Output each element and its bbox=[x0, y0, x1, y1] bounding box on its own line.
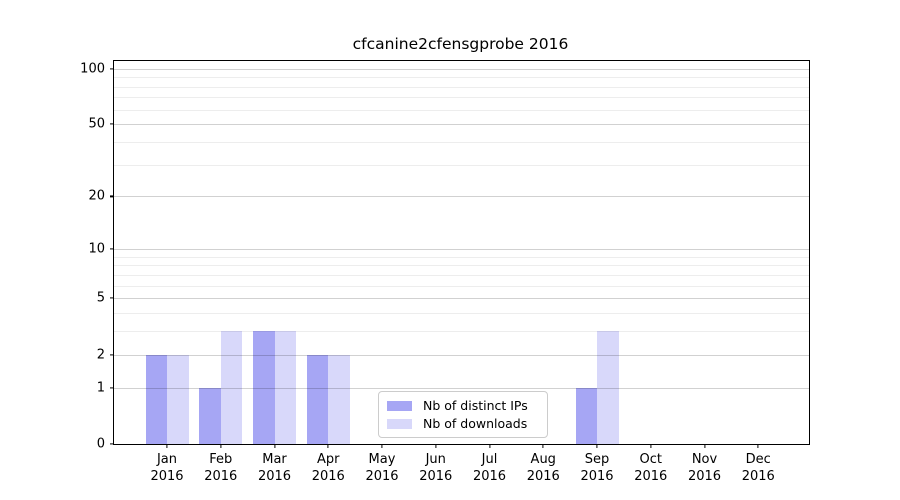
x-tick-label-Feb: Feb 2016 bbox=[204, 452, 238, 484]
bar-distinct-ips-Sep bbox=[575, 387, 597, 444]
x-tick-mark-Jan bbox=[166, 444, 168, 448]
x-tick-label-Jan: Jan 2016 bbox=[150, 452, 184, 484]
gridline-minor-70 bbox=[114, 97, 809, 99]
x-tick-mark-Dec bbox=[757, 444, 759, 448]
bar-downloads-Feb bbox=[220, 331, 243, 444]
y-tick-label-1: 1 bbox=[96, 380, 105, 396]
bar-downloads-Mar bbox=[274, 331, 296, 444]
y-tick-label-20: 20 bbox=[88, 188, 105, 204]
legend: Nb of distinct IPs Nb of downloads bbox=[378, 391, 548, 438]
y-tick-mark-20 bbox=[110, 195, 114, 197]
bar-downloads-Sep bbox=[597, 331, 619, 444]
gridline-minor-80 bbox=[114, 86, 809, 88]
bar-distinct-ips-Feb bbox=[199, 387, 221, 444]
bar-distinct-ips-Apr bbox=[306, 354, 329, 444]
legend-label-downloads: Nb of downloads bbox=[423, 416, 528, 431]
x-tick-mark-Sep bbox=[596, 444, 598, 448]
y-tick-mark-1 bbox=[110, 387, 114, 389]
y-tick-label-100: 100 bbox=[80, 61, 105, 77]
x-tick-mark-May bbox=[381, 444, 383, 448]
gridline-major-100 bbox=[114, 68, 809, 70]
y-tick-mark-10 bbox=[110, 248, 114, 250]
gridline-minor-60 bbox=[114, 109, 809, 111]
x-tick-label-May: May 2016 bbox=[365, 452, 399, 484]
x-tick-label-Oct: Oct 2016 bbox=[634, 452, 668, 484]
y-tick-label-0: 0 bbox=[96, 436, 105, 452]
y-tick-label-5: 5 bbox=[96, 290, 105, 306]
y-tick-mark-2 bbox=[110, 354, 114, 356]
x-tick-mark-Feb bbox=[220, 444, 222, 448]
legend-entry-downloads: Nb of downloads bbox=[387, 417, 539, 430]
gridline-minor-30 bbox=[114, 164, 809, 166]
gridline-minor-7 bbox=[114, 274, 809, 276]
plot-area: Nb of distinct IPs Nb of downloads 0 1 2 5 1… bbox=[80, 60, 810, 484]
y-tick-mark-50 bbox=[110, 123, 114, 125]
gridline-minor-8 bbox=[114, 265, 809, 267]
x-tick-label-Jul: Jul 2016 bbox=[472, 452, 507, 484]
bar-downloads-Apr bbox=[328, 354, 350, 444]
gridline-major-20 bbox=[114, 196, 809, 198]
x-tick-mark-Jun bbox=[435, 444, 437, 448]
x-tick-label-Apr: Apr 2016 bbox=[311, 452, 345, 484]
x-tick-label-Dec: Dec 2016 bbox=[741, 452, 775, 484]
gridline-major-5 bbox=[114, 298, 809, 300]
x-tick-label-Jun: Jun 2016 bbox=[419, 452, 453, 484]
legend-entry-distinct-ips: Nb of distinct IPs bbox=[387, 399, 539, 412]
x-tick-label-Aug: Aug 2016 bbox=[526, 452, 560, 484]
y-tick-label-50: 50 bbox=[88, 116, 105, 132]
x-tick-mark-Nov bbox=[703, 444, 706, 448]
x-tick-label-Mar: Mar 2016 bbox=[257, 452, 292, 484]
y-tick-mark-5 bbox=[110, 297, 114, 299]
y-tick-label-2: 2 bbox=[96, 347, 105, 363]
gridline-minor-90 bbox=[114, 77, 809, 79]
gridline-minor-6 bbox=[114, 285, 809, 287]
y-tick-label-10: 10 bbox=[88, 241, 105, 257]
bar-distinct-ips-Jan bbox=[145, 354, 167, 444]
x-tick-mark-Aug bbox=[542, 444, 544, 448]
x-tick-mark-Jul bbox=[488, 444, 491, 448]
legend-swatch-downloads bbox=[387, 418, 412, 429]
bar-downloads-Jan bbox=[167, 354, 189, 444]
x-tick-label-Sep: Sep 2016 bbox=[580, 452, 614, 484]
x-tick-mark-Oct bbox=[650, 444, 652, 448]
gridline-minor-9 bbox=[114, 256, 809, 258]
gridline-major-10 bbox=[114, 248, 809, 250]
x-tick-mark-Mar bbox=[273, 444, 276, 448]
gridline-major-2 bbox=[114, 354, 809, 356]
bar-distinct-ips-Mar bbox=[253, 331, 275, 444]
gridline-minor-3 bbox=[114, 331, 809, 333]
y-tick-mark-0 bbox=[110, 443, 114, 445]
y-tick-mark-100 bbox=[110, 68, 114, 70]
legend-label-distinct-ips: Nb of distinct IPs bbox=[423, 398, 528, 413]
gridline-minor-4 bbox=[114, 313, 809, 315]
x-tick-mark-Apr bbox=[327, 444, 329, 448]
x-tick-label-Nov: Nov 2016 bbox=[687, 452, 722, 484]
gridline-major-50 bbox=[114, 124, 809, 126]
chart-title: cfcanine2cfensgprobe 2016 bbox=[352, 35, 569, 53]
legend-swatch-distinct-ips bbox=[387, 400, 412, 411]
gridline-minor-40 bbox=[114, 141, 809, 143]
